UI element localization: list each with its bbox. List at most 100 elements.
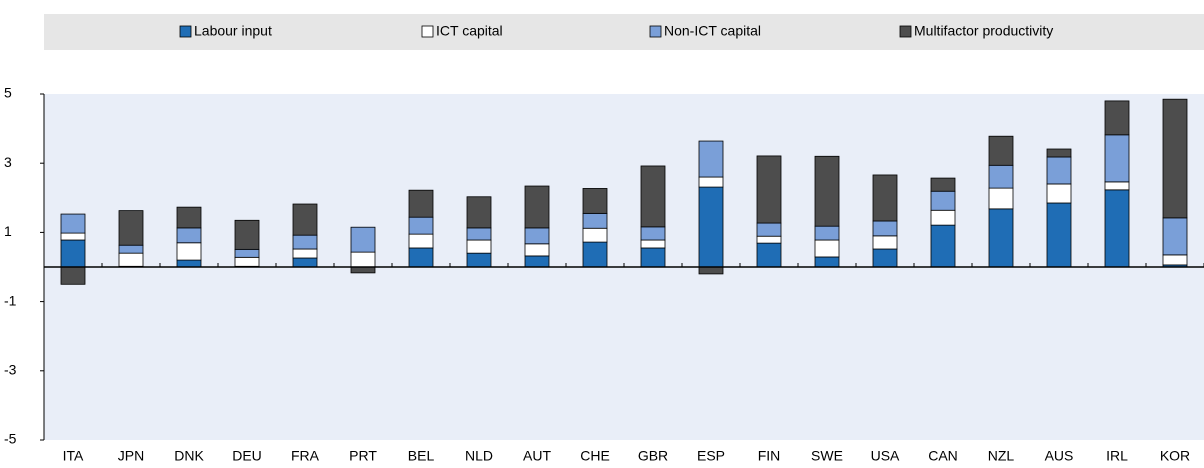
bar-segment [524, 227, 550, 245]
bar-segment [1162, 217, 1188, 256]
bar-segment [234, 219, 260, 250]
legend-swatch [421, 25, 434, 38]
bar-segment [60, 239, 86, 268]
x-tick-label: SWE [811, 448, 843, 464]
bar-segment [988, 164, 1014, 189]
bar-segment [1104, 181, 1130, 191]
bar-segment [582, 227, 608, 243]
bar-segment [640, 165, 666, 228]
bar-segment [640, 226, 666, 241]
bar-segment [234, 256, 260, 267]
legend-swatch [649, 25, 662, 38]
x-tick-label: NLD [465, 448, 493, 464]
bar-segment [930, 209, 956, 226]
x-tick-label: IRL [1106, 448, 1128, 464]
bar-segment [118, 210, 144, 246]
bar-segment [814, 155, 840, 227]
bar-segment [1104, 100, 1130, 136]
bar-segment [1104, 134, 1130, 183]
legend-label: ICT capital [436, 23, 503, 39]
x-tick-label: NZL [988, 448, 1015, 464]
bar-segment [930, 177, 956, 192]
bar-segment [466, 196, 492, 229]
bar-segment [640, 239, 666, 249]
bar-segment [1046, 148, 1072, 158]
x-tick-label: ITA [63, 448, 84, 464]
bar-segment [408, 216, 434, 235]
bar-segment [524, 185, 550, 229]
bar-segment [350, 251, 376, 268]
bar-segment [524, 255, 550, 268]
bar-segment [118, 244, 144, 254]
bar-segment [1046, 183, 1072, 204]
bar-segment [1046, 202, 1072, 268]
bar-segment [176, 259, 202, 268]
x-tick-label: CHE [580, 448, 610, 464]
bar-segment [118, 252, 144, 267]
bar-segment [698, 266, 724, 275]
bar-segment [176, 242, 202, 261]
bar-segment [466, 252, 492, 268]
bar-segment [872, 248, 898, 268]
bar-segment [466, 227, 492, 241]
bar-segment [582, 188, 608, 214]
bar-segment [524, 243, 550, 257]
bar-segment [466, 239, 492, 254]
bar-segment [350, 266, 376, 274]
bar-segment [292, 203, 318, 236]
bar-segment [234, 248, 260, 258]
y-tick-label: 5 [4, 85, 12, 101]
bar-segment [872, 235, 898, 250]
bar-segment [930, 190, 956, 211]
bar-segment [756, 222, 782, 237]
legend-swatch [899, 25, 912, 38]
x-tick-label: DEU [232, 448, 262, 464]
bar-segment [408, 189, 434, 218]
x-tick-label: BEL [408, 448, 435, 464]
x-tick-label: USA [871, 448, 900, 464]
bar-segment [408, 247, 434, 268]
bar-segment [640, 247, 666, 268]
x-tick-label: AUT [523, 448, 551, 464]
y-tick-label: 1 [4, 223, 12, 239]
bar-segment [756, 242, 782, 268]
bar-segment [292, 257, 318, 268]
bar-segment [814, 225, 840, 241]
bar-segment [60, 266, 86, 285]
x-tick-label: GBR [638, 448, 668, 464]
x-tick-label: PRT [349, 448, 377, 464]
x-tick-label: JPN [118, 448, 144, 464]
y-tick-label: -3 [4, 362, 17, 378]
x-tick-label: DNK [174, 448, 204, 464]
legend-swatch [179, 25, 192, 38]
bar-segment [988, 208, 1014, 268]
bar-segment [60, 232, 86, 241]
x-tick-label: FIN [758, 448, 781, 464]
bar-segment [582, 241, 608, 268]
bar-segment [176, 227, 202, 244]
legend-background [44, 14, 1204, 50]
bar-segment [60, 213, 86, 234]
bar-segment [988, 135, 1014, 166]
bar-segment [930, 224, 956, 268]
bar-segment [872, 174, 898, 222]
bar-segment [1046, 156, 1072, 185]
bar-segment [756, 155, 782, 224]
bar-segment [988, 187, 1014, 210]
bar-segment [756, 235, 782, 244]
bar-segment [698, 186, 724, 268]
bar-segment [176, 206, 202, 229]
bar-segment [872, 220, 898, 237]
x-tick-label: AUS [1045, 448, 1074, 464]
y-tick-label: -1 [4, 292, 17, 308]
legend-label: Labour input [194, 23, 272, 39]
bar-segment [814, 256, 840, 268]
bar-segment [350, 226, 376, 253]
bar-segment [1162, 98, 1188, 219]
bar-segment [292, 234, 318, 250]
x-tick-label: CAN [928, 448, 958, 464]
x-tick-label: KOR [1160, 448, 1190, 464]
bar-segment [582, 212, 608, 229]
bar-segment [1104, 189, 1130, 268]
